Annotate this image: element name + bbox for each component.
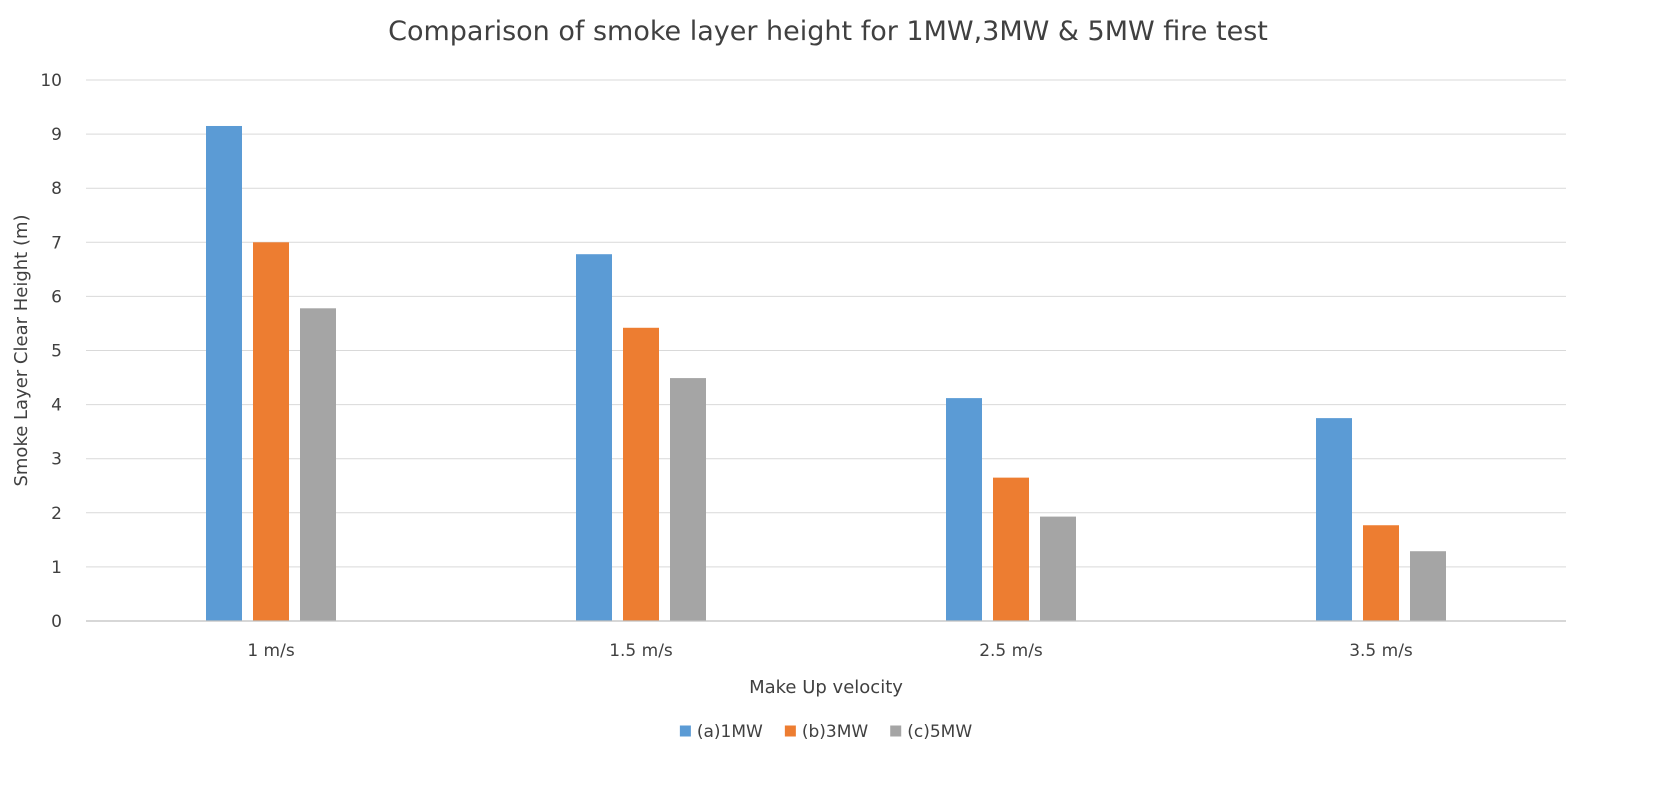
x-tick-label: 1 m/s xyxy=(247,641,295,661)
legend-swatch xyxy=(679,725,691,737)
legend-label: (a)1MW xyxy=(697,722,763,742)
bar-3-2 xyxy=(670,378,706,621)
y-tick-label: 3 xyxy=(51,450,62,470)
bar-1-2 xyxy=(576,254,612,621)
y-tick-label: 2 xyxy=(51,504,62,524)
x-tick-label: 3.5 m/s xyxy=(1349,641,1413,661)
legend-item: (b)3MW xyxy=(784,722,869,742)
legend-label: (c)5MW xyxy=(907,722,972,742)
bar-1-1 xyxy=(206,125,242,622)
y-tick-label: 4 xyxy=(51,396,62,416)
y-tick-label: 7 xyxy=(51,233,62,253)
bars xyxy=(206,125,1446,622)
y-tick-label: 9 xyxy=(51,125,62,145)
bar-2-2 xyxy=(623,327,659,621)
chart-title: Comparison of smoke layer height for 1MW… xyxy=(388,16,1268,47)
bar-3-3 xyxy=(1040,516,1076,621)
bar-3-4 xyxy=(1410,551,1446,621)
y-tick-label: 1 xyxy=(51,558,62,578)
x-tick-label: 2.5 m/s xyxy=(979,641,1043,661)
y-tick-label: 5 xyxy=(51,342,62,362)
y-axis-ticks: 0 1 2 3 4 5 6 7 8 9 10 xyxy=(40,71,62,632)
x-axis-title: Make Up velocity xyxy=(749,677,903,698)
legend-item: (c)5MW xyxy=(890,722,972,742)
y-axis-title: Smoke Layer Clear Height (m) xyxy=(11,214,32,486)
legend-swatch xyxy=(890,725,902,737)
y-tick-label: 6 xyxy=(51,287,62,307)
y-tick-label: 0 xyxy=(51,612,62,632)
legend-label: (b)3MW xyxy=(802,722,869,742)
bar-1-3 xyxy=(946,398,982,621)
bar-2-1 xyxy=(253,242,289,622)
x-axis-ticks: 1 m/s 1.5 m/s 2.5 m/s 3.5 m/s xyxy=(247,641,1413,661)
x-tick-label: 1.5 m/s xyxy=(609,641,673,661)
legend-item: (a)1MW xyxy=(679,722,763,742)
y-tick-label: 8 xyxy=(51,179,62,199)
legend-swatch xyxy=(784,725,796,737)
y-tick-label: 10 xyxy=(40,71,62,91)
bar-2-3 xyxy=(993,477,1029,621)
bar-2-4 xyxy=(1363,525,1399,621)
legend: (a)1MW (b)3MW (c)5MW xyxy=(679,722,972,742)
bar-3-1 xyxy=(300,308,336,621)
bar-1-4 xyxy=(1316,418,1352,621)
